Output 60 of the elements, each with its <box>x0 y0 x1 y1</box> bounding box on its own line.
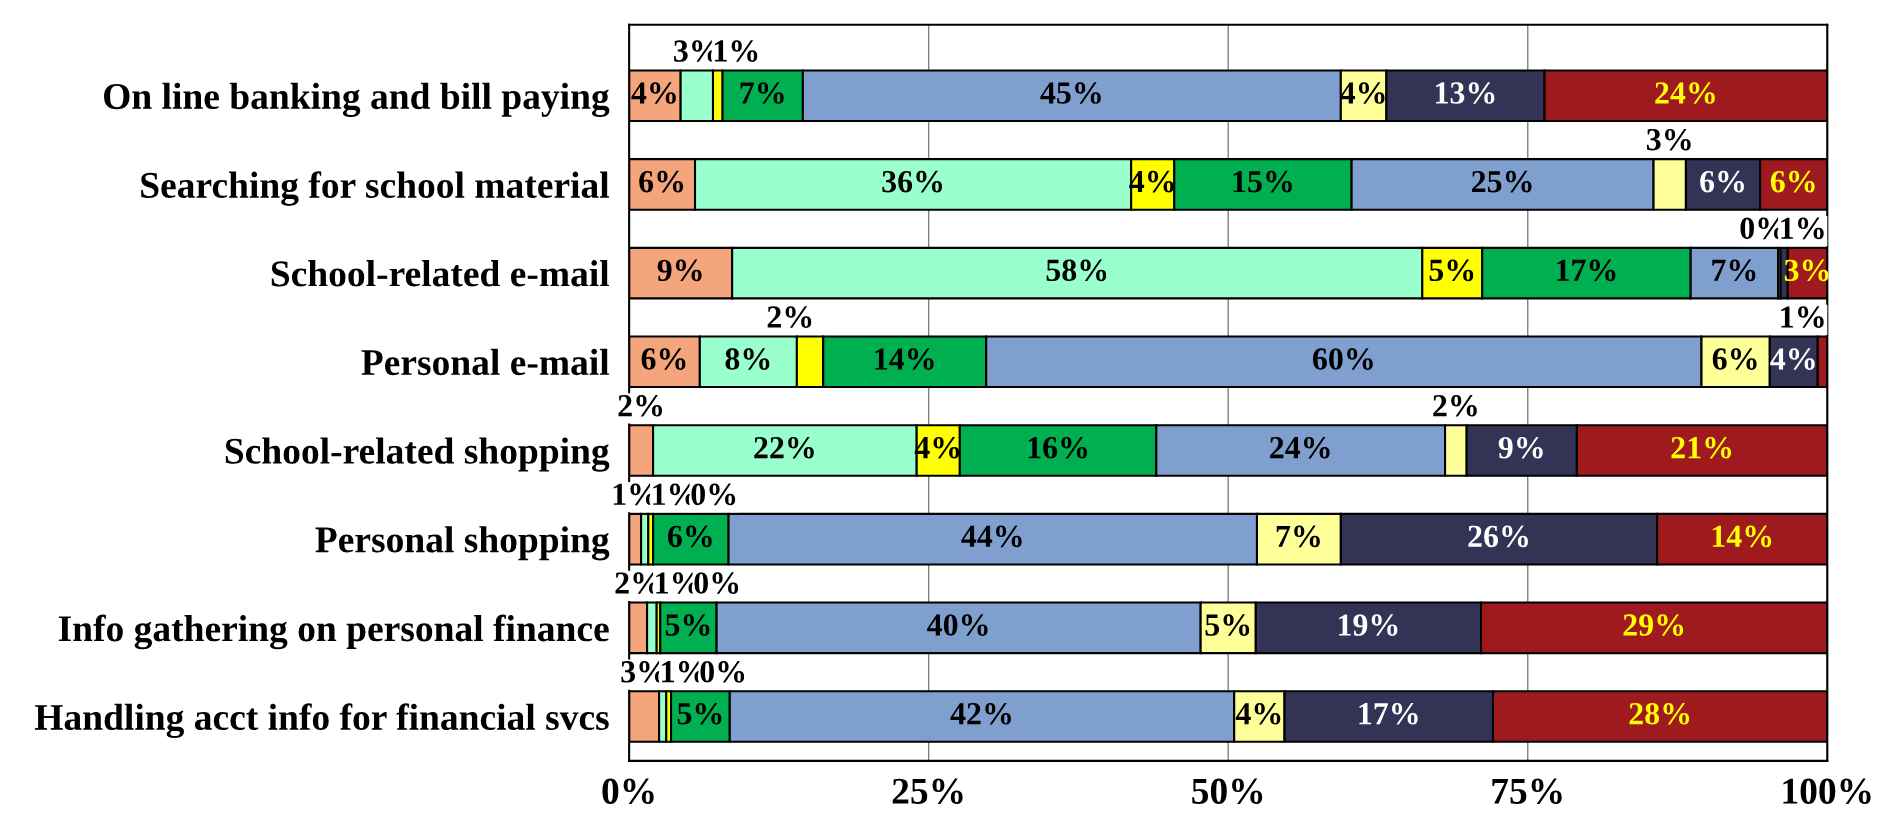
data-label: 24% <box>1655 82 1715 104</box>
data-label: 14% <box>875 348 934 370</box>
data-label: 17% <box>1359 702 1418 725</box>
data-label: 16% <box>1028 436 1088 459</box>
data-label: 15% <box>1233 170 1292 193</box>
data-label: 9% <box>1498 436 1543 459</box>
x-tick-label: 0% <box>602 778 654 805</box>
y-tick-label: Searching for school material <box>141 171 610 206</box>
x-tick-label: 25% <box>892 778 963 805</box>
data-label: 45% <box>1040 82 1101 104</box>
data-label: 26% <box>1468 525 1528 548</box>
data-label: 4% <box>1770 348 1815 370</box>
y-tick-label: School-related e-mail <box>271 260 610 287</box>
data-label: 17% <box>1557 259 1616 282</box>
data-label: 8% <box>725 348 770 370</box>
data-label: 4% <box>1235 702 1281 725</box>
data-label: 2% <box>618 394 663 417</box>
data-label: 13% <box>1436 82 1495 104</box>
data-label: 6% <box>1770 170 1815 193</box>
data-label: 4% <box>631 82 676 104</box>
data-label: 44% <box>961 525 1022 548</box>
data-label: 6% <box>639 170 684 193</box>
data-label: 9% <box>657 259 702 282</box>
data-label: 36% <box>882 170 943 193</box>
x-tick-label: 75% <box>1492 778 1562 805</box>
data-label: 7% <box>1276 525 1320 548</box>
data-label: 6% <box>1712 348 1757 370</box>
data-label: 5% <box>677 702 722 725</box>
data-label: 7% <box>740 82 784 104</box>
data-label: 5% <box>665 614 710 636</box>
data-label: 3% <box>1646 128 1691 151</box>
data-label: 6% <box>641 348 686 370</box>
data-label: 5% <box>1205 614 1250 636</box>
data-label: 42% <box>950 702 1011 725</box>
data-label: 6% <box>1700 170 1745 193</box>
y-tick-label: Personal shopping <box>315 526 610 561</box>
data-label: 2% <box>767 306 812 328</box>
data-label: 60% <box>1312 348 1373 370</box>
data-label: 29% <box>1623 614 1684 636</box>
x-tick-label: 100% <box>1783 778 1871 805</box>
data-label: 21% <box>1671 436 1732 459</box>
data-label: 40% <box>927 614 988 636</box>
data-label: 25% <box>1471 170 1532 193</box>
y-tick-label: Handling acct info for financial svcs <box>34 703 609 738</box>
y-tick-label: Info gathering on personal finance <box>58 614 609 650</box>
data-label: 6% <box>667 525 712 548</box>
data-label: 5% <box>1429 259 1474 282</box>
data-label: 2% <box>1433 394 1477 417</box>
data-label: 22% <box>754 436 814 459</box>
y-tick-label: On line banking and bill paying <box>104 82 610 118</box>
x-tick-label: 50% <box>1192 778 1263 805</box>
y-tick-label: Personal e-mail <box>361 348 610 376</box>
data-label: 7% <box>1712 259 1756 282</box>
data-label: 14% <box>1712 525 1772 548</box>
y-tick-label: School-related shopping <box>225 437 610 472</box>
data-label: 1% <box>1781 306 1824 328</box>
data-label: 24% <box>1270 436 1330 459</box>
data-label: 58% <box>1046 259 1107 282</box>
data-label: 28% <box>1629 702 1690 725</box>
data-label: 19% <box>1339 614 1398 636</box>
